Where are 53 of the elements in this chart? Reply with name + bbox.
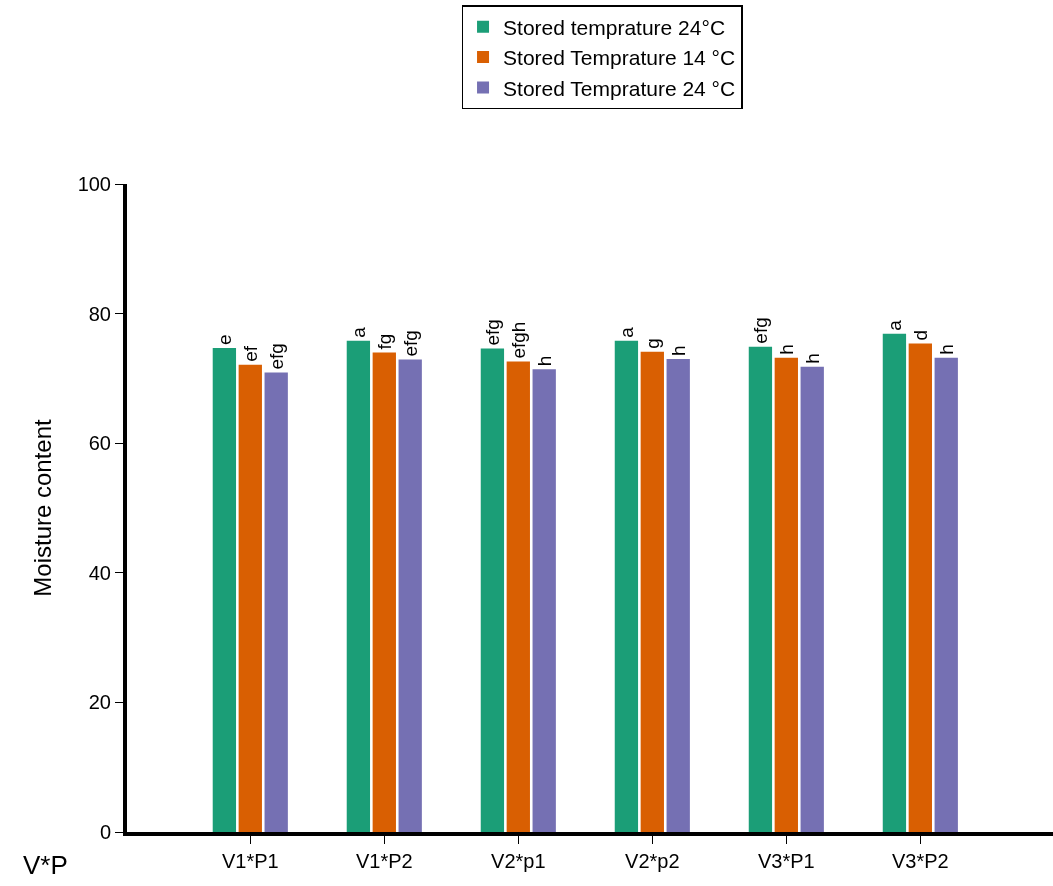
data-label: efg bbox=[399, 330, 421, 357]
data-label: fg bbox=[373, 333, 395, 350]
bar bbox=[748, 346, 773, 832]
data-label: a bbox=[615, 326, 637, 338]
x-tick-label: V1*P2 bbox=[355, 850, 413, 872]
y-tick-label: 100 bbox=[77, 173, 111, 195]
data-label: h bbox=[801, 353, 823, 364]
data-label: g bbox=[641, 338, 663, 349]
bar bbox=[774, 357, 798, 832]
x-tick-label: V1*P1 bbox=[221, 850, 279, 872]
y-tick-label: 80 bbox=[88, 302, 111, 325]
legend-label: Stored Temprature 24 °C bbox=[503, 76, 736, 100]
bar bbox=[666, 358, 690, 832]
bar bbox=[264, 372, 288, 832]
data-label: a bbox=[883, 319, 905, 331]
bar bbox=[908, 343, 932, 832]
bar bbox=[346, 340, 371, 832]
bar bbox=[882, 333, 907, 832]
data-label: h bbox=[935, 344, 957, 355]
bar bbox=[212, 347, 237, 832]
data-label: h bbox=[533, 355, 555, 367]
data-label: efg bbox=[481, 319, 503, 346]
x-tick-label: V2*p1 bbox=[491, 850, 546, 872]
y-tick-label: 20 bbox=[88, 691, 111, 714]
bar bbox=[506, 361, 530, 832]
bar bbox=[640, 351, 664, 832]
data-label: e bbox=[213, 334, 235, 345]
y-tick-label: 40 bbox=[88, 561, 111, 584]
y-tick-label: 60 bbox=[88, 432, 111, 455]
y-axis-title: Moisture content bbox=[29, 418, 57, 597]
data-label: efg bbox=[749, 317, 771, 344]
legend-label: Stored temprature 24°C bbox=[503, 15, 726, 39]
bar bbox=[532, 369, 556, 832]
x-axis-title: V*P bbox=[23, 850, 68, 880]
data-label: a bbox=[347, 326, 369, 338]
legend-label: Stored Temprature 14 °C bbox=[503, 46, 736, 70]
bar bbox=[398, 359, 422, 832]
x-tick-label: V2*p2 bbox=[625, 850, 680, 872]
data-label: efg bbox=[265, 343, 287, 370]
bar bbox=[238, 364, 262, 832]
data-label: ef bbox=[239, 345, 261, 362]
bar bbox=[480, 348, 505, 832]
x-tick-label: V3*P2 bbox=[891, 850, 949, 872]
bar bbox=[800, 366, 824, 832]
bar bbox=[934, 357, 958, 832]
data-label: h bbox=[667, 345, 689, 356]
bar bbox=[372, 352, 396, 832]
x-tick-label: V3*P1 bbox=[757, 850, 815, 872]
bar bbox=[614, 340, 639, 832]
data-label: d bbox=[909, 329, 931, 341]
data-label: h bbox=[775, 344, 797, 355]
data-label: efgh bbox=[507, 321, 529, 359]
y-tick-label: 0 bbox=[99, 821, 111, 843]
